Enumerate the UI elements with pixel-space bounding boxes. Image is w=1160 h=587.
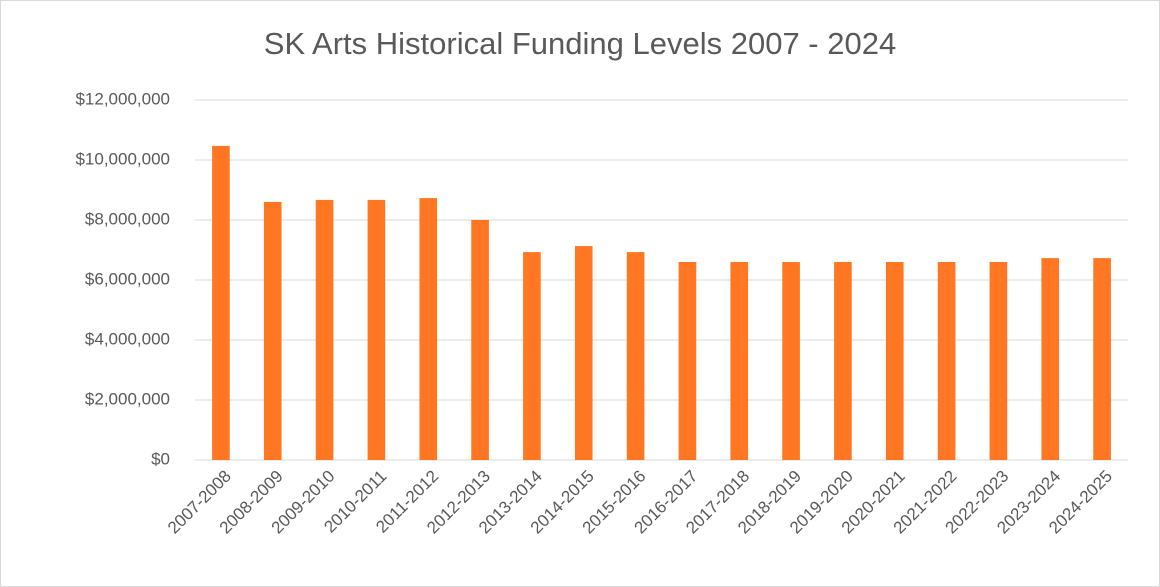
bar xyxy=(989,262,1008,460)
y-tick-label: $2,000,000 xyxy=(85,389,170,408)
bar xyxy=(782,262,800,460)
bar xyxy=(834,262,852,460)
chart-title: SK Arts Historical Funding Levels 2007 -… xyxy=(264,26,896,61)
bar xyxy=(419,198,438,460)
bar xyxy=(730,262,749,460)
y-tick-label: $4,000,000 xyxy=(85,329,170,348)
bar xyxy=(315,199,334,460)
bar xyxy=(263,202,282,460)
y-tick-label: $6,000,000 xyxy=(85,269,170,288)
bar xyxy=(1041,258,1060,460)
bar xyxy=(1093,258,1111,460)
bar xyxy=(212,145,230,460)
bar xyxy=(574,246,593,460)
bar xyxy=(523,252,541,460)
bar xyxy=(678,262,697,460)
y-tick-label: $8,000,000 xyxy=(85,209,170,228)
bar xyxy=(626,252,645,460)
bar xyxy=(367,199,386,460)
y-tick-label: $0 xyxy=(151,449,170,468)
bar xyxy=(937,262,956,460)
bar xyxy=(885,262,904,460)
y-tick-label: $12,000,000 xyxy=(75,89,170,108)
bar xyxy=(471,220,489,460)
y-tick-label: $10,000,000 xyxy=(75,149,170,168)
